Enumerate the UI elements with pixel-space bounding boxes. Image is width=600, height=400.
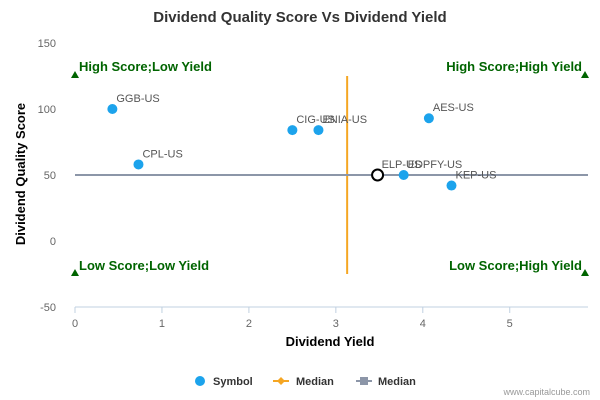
x-tick-label: 4 [420,318,426,330]
legend-symbol-marker [195,376,205,386]
x-axis-title: Dividend Yield [286,334,375,349]
y-tick-label: 100 [38,104,56,116]
data-point-label: GGB-US [116,93,159,105]
data-point-label: CPL-US [142,148,182,160]
credit-text: www.capitalcube.com [502,387,590,397]
quadrant-marker [71,71,79,78]
x-tick-label: 2 [246,318,252,330]
quadrant-label: Low Score;Low Yield [79,258,209,273]
data-point-label: KEP-US [455,170,496,182]
y-tick-label: 150 [38,38,56,50]
legend-median-marker [277,377,285,385]
quadrant-label: High Score;High Yield [446,59,582,74]
median-lines [75,76,588,274]
chart-title: Dividend Quality Score Vs Dividend Yield [153,9,446,26]
data-point-highlighted[interactable] [371,168,385,182]
quadrant-marker [581,269,589,276]
y-axis-title: Dividend Quality Score [13,103,28,245]
x-tick-label: 3 [333,318,339,330]
data-point-label: ELP-US [382,159,422,171]
data-point[interactable] [133,159,144,170]
y-tick-label: 0 [50,236,56,248]
data-point[interactable] [313,125,324,136]
legend-median-label: Median [296,376,334,388]
quadrant-marker [71,269,79,276]
legend-symbol-label: Symbol [213,376,253,388]
data-point-label: EDPFY-US [408,159,463,171]
quadrant-marker [581,71,589,78]
data-point[interactable] [107,104,118,114]
data-point[interactable] [423,113,434,124]
x-tick-label: 1 [159,318,165,330]
quadrant-label: Low Score;High Yield [449,258,582,273]
quadrant-label: High Score;Low Yield [79,59,212,74]
data-point-label: AES-US [433,102,474,114]
data-point[interactable] [287,125,298,136]
legend-median-label: Median [378,376,416,388]
legend: Symbol Median Median [195,376,416,388]
data-point[interactable] [398,170,409,180]
data-point[interactable] [446,180,457,191]
quadrant-labels: High Score;Low Yield High Score;High Yiel… [71,59,589,276]
data-point-label: CIG-US [296,114,335,126]
y-tick-label: -50 [40,302,56,314]
x-axis: 0 1 2 3 4 5 [72,306,588,330]
x-tick-label: 0 [72,318,78,330]
y-tick-label: 50 [44,170,56,182]
data-point-label: ENIA-US [322,114,367,126]
x-tick-label: 5 [507,318,513,330]
legend-median-marker [360,377,368,385]
y-axis-ticks: -50 0 50 100 150 [38,38,56,314]
